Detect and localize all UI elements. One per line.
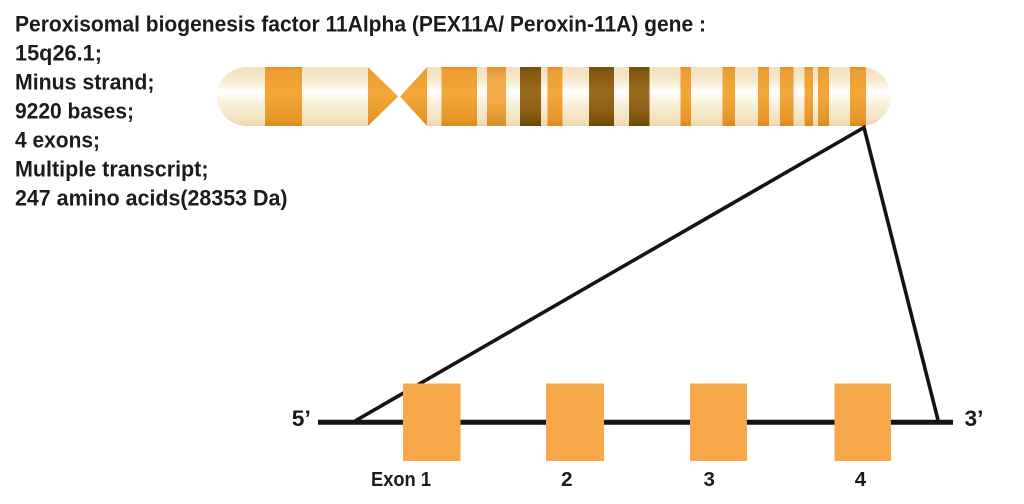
- svg-text:3: 3: [703, 468, 714, 491]
- svg-text:3’: 3’: [965, 406, 984, 431]
- svg-text:2: 2: [561, 468, 572, 491]
- svg-text:15q26.1;: 15q26.1;: [15, 41, 102, 66]
- svg-text:Exon 1: Exon 1: [371, 468, 431, 491]
- svg-text:4 exons;: 4 exons;: [15, 128, 100, 153]
- svg-text:4: 4: [855, 468, 867, 491]
- svg-text:Peroxisomal biogenesis factor: Peroxisomal biogenesis factor 11Alpha (P…: [15, 12, 706, 37]
- svg-text:Multiple transcript;: Multiple transcript;: [15, 157, 209, 182]
- svg-text:9220 bases;: 9220 bases;: [15, 99, 134, 124]
- svg-text:247 amino acids(28353 Da): 247 amino acids(28353 Da): [15, 186, 288, 211]
- svg-text:5’: 5’: [292, 406, 311, 431]
- svg-text:Minus strand;: Minus strand;: [15, 70, 155, 95]
